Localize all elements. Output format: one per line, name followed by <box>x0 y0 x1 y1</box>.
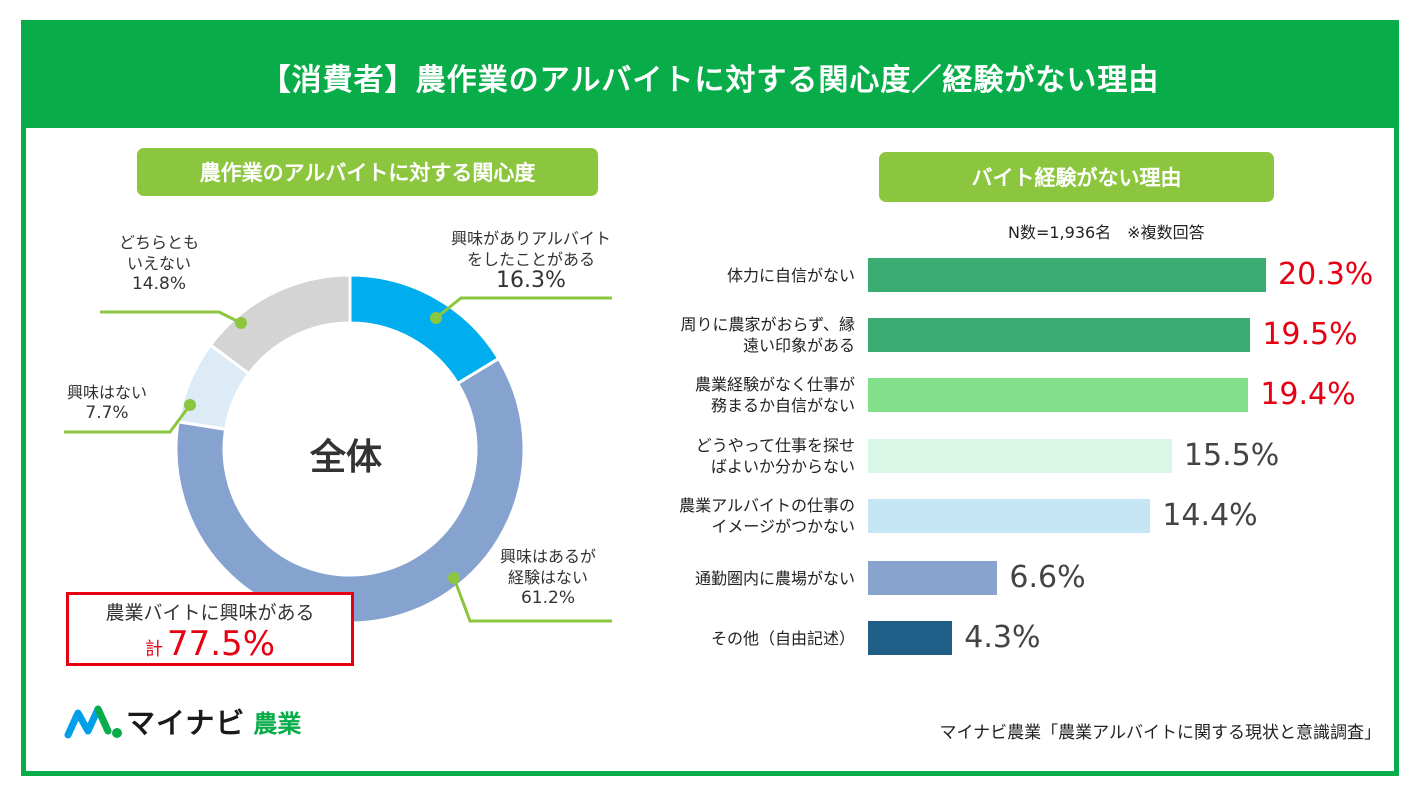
bar-value-label-0: 20.3% <box>1278 257 1374 292</box>
callout-line-experienced <box>435 296 612 320</box>
bar-category-label-2: 農業経験がなく仕事が 務まるか自信がない <box>694 375 855 415</box>
donut-slice-3 <box>208 273 352 376</box>
logo-mark-icon <box>64 705 122 739</box>
callout-lines <box>64 296 612 623</box>
bar-1 <box>868 318 1251 352</box>
source-citation: マイナビ農業「農業アルバイトに関する現状と意識調査」 <box>939 723 1382 743</box>
bar-category-label-3: どうやって仕事を探せ ばよいか分からない <box>695 436 855 476</box>
callout-line-neutral <box>100 310 242 325</box>
logo-sub-text: 農業 <box>253 709 302 738</box>
donut-slice-1 <box>174 356 526 625</box>
bar-2 <box>868 378 1249 412</box>
bar-value-label-3: 15.5% <box>1183 438 1280 473</box>
label-neutral-line2: いえない <box>126 254 191 273</box>
callout-dot-experienced <box>430 312 442 324</box>
logo-brand-text: マイナビ <box>126 706 246 740</box>
mynavi-logo: マイナビ 農業 <box>64 700 301 742</box>
bar-category-label-1: 周りに農家がおらず、縁 遠い印象がある <box>680 315 855 355</box>
bar-value-label-2: 19.4% <box>1260 377 1356 412</box>
callout-line-interested <box>452 577 612 623</box>
total-box-value-row: 計 77.5% <box>69 625 351 669</box>
label-interested-line1: 興味はあるが <box>499 547 596 566</box>
total-box-value: 77.5% <box>166 624 275 664</box>
label-interested-value: 61.2% <box>520 588 575 608</box>
bar-6 <box>868 621 953 655</box>
bar-category-label-5: 通勤圏内に農場がない <box>694 568 855 588</box>
label-not-interested: 興味はない 7.7% <box>62 382 152 424</box>
label-experienced-line2: をしたことがある <box>466 250 595 269</box>
label-experienced-line1: 興味がありアルバイト <box>451 229 611 248</box>
label-interested-no-exp: 興味はあるが 経験はない 61.2% <box>488 546 608 609</box>
label-not-interested-value: 7.7% <box>85 403 129 423</box>
donut-section-heading: 農作業のアルバイトに対する関心度 <box>137 148 598 196</box>
callout-dot-neutral <box>235 317 247 329</box>
label-interested-line2: 経験はない <box>507 568 588 587</box>
label-neutral-value: 14.8% <box>131 274 186 294</box>
bar-value-label-4: 14.4% <box>1162 498 1258 533</box>
total-box-prefix: 計 <box>144 639 163 660</box>
bar-category-label-0: 体力に自信がない <box>726 265 855 285</box>
bar-value-label-5: 6.6% <box>1009 560 1086 595</box>
interest-total-box: 農業バイトに興味がある 計 77.5% <box>66 592 354 666</box>
label-neutral: どちらとも いえない 14.8% <box>104 232 214 295</box>
sample-size-note: N数=1,936名 ※複数回答 <box>1008 223 1205 242</box>
donut-center-label: 全体 <box>310 437 383 478</box>
page-title: 【消費者】農作業のアルバイトに対する関心度／経験がない理由 <box>26 25 1394 128</box>
label-neutral-line1: どちらとも <box>118 233 199 252</box>
label-experienced-value: 16.3% <box>496 268 566 293</box>
total-box-caption: 農業バイトに興味がある <box>105 602 315 624</box>
label-not-interested-line1: 興味はない <box>66 383 147 402</box>
bar-value-label-6: 4.3% <box>964 620 1041 655</box>
callout-line-not-interested <box>64 404 192 434</box>
bar-category-label-4: 農業アルバイトの仕事の イメージがつかない <box>679 496 855 536</box>
bar-0 <box>868 258 1266 292</box>
label-experienced: 興味がありアルバイト をしたことがある 16.3% <box>441 228 621 293</box>
bar-4 <box>868 499 1151 533</box>
bar-section-heading: バイト経験がない理由 <box>879 152 1274 202</box>
donut-slice-0 <box>348 273 501 386</box>
bar-5 <box>868 561 998 595</box>
bar-value-label-1: 19.5% <box>1262 317 1358 352</box>
callout-dot-interested <box>448 572 460 584</box>
callout-dot-not-interested <box>184 399 196 411</box>
bar-category-label-6: その他（自由記述） <box>710 628 855 648</box>
bar-3 <box>868 439 1172 473</box>
callout-dots <box>184 312 460 584</box>
